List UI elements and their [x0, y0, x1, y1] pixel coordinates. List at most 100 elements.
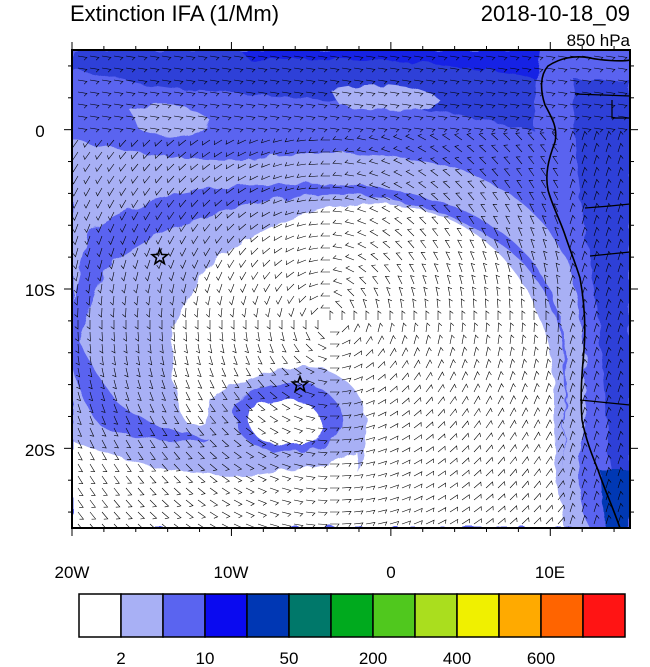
wind-barb — [196, 355, 201, 366]
wind-barb — [413, 495, 423, 501]
wind-barb — [72, 211, 79, 221]
wind-barb — [197, 451, 206, 460]
wind-barb — [84, 223, 91, 234]
wind-barb — [161, 451, 169, 460]
wind-barb — [401, 410, 410, 417]
wind-barb — [377, 310, 382, 320]
wind-barb — [341, 390, 352, 395]
wind-barb — [242, 320, 247, 330]
wind-barb — [332, 148, 343, 153]
wind-barb — [269, 523, 280, 528]
wind-barb — [221, 463, 230, 471]
wind-barb — [193, 295, 199, 306]
wind-barb — [275, 283, 283, 292]
wind-barb — [506, 251, 512, 261]
wind-barb — [437, 507, 447, 513]
wind-barb — [221, 487, 231, 495]
wind-barb — [545, 370, 552, 381]
wind-barb — [161, 523, 168, 528]
wind-barb — [257, 91, 268, 97]
wind-barb — [389, 372, 398, 381]
wind-barb — [84, 211, 91, 221]
wind-barb — [617, 442, 624, 453]
wind-barb — [520, 286, 525, 297]
wind-barb — [617, 370, 624, 381]
wind-barb — [185, 499, 194, 507]
wind-barb — [569, 250, 576, 261]
wind-barb — [437, 445, 446, 453]
wind-barb — [368, 194, 379, 201]
wind-barb — [156, 271, 163, 282]
wind-barb — [469, 251, 475, 261]
wind-barb — [76, 379, 81, 390]
wind-barb — [190, 151, 199, 159]
wind-barb — [605, 454, 612, 465]
wind-barb — [149, 499, 158, 508]
wind-barb — [73, 283, 79, 294]
wind-barb — [413, 396, 422, 405]
wind-barb — [377, 373, 386, 381]
wind-barb — [245, 127, 256, 133]
wind-barb — [545, 394, 552, 405]
wind-barb — [233, 55, 244, 61]
wind-barb — [401, 397, 410, 405]
wind-barb — [101, 427, 107, 437]
wind-barb — [593, 442, 600, 453]
wind-barb — [479, 180, 487, 189]
wind-barb — [206, 320, 211, 330]
wind-barb — [413, 67, 424, 73]
wind-barb — [113, 67, 124, 73]
wind-barb — [617, 262, 624, 273]
wind-barb — [296, 161, 307, 166]
wind-barb — [531, 274, 537, 285]
wind-barb — [272, 162, 283, 168]
wind-barb — [257, 79, 268, 85]
wind-barb — [569, 166, 576, 177]
wind-barb — [125, 523, 131, 528]
wind-barb — [424, 298, 429, 309]
wind-barb — [413, 520, 423, 525]
wind-barb — [245, 379, 252, 388]
wind-barb — [308, 233, 319, 238]
wind-barb — [221, 67, 232, 73]
wind-barb — [455, 192, 463, 201]
wind-barb — [154, 163, 163, 172]
wind-barb — [449, 310, 454, 320]
wind-barb — [533, 492, 542, 501]
wind-barb — [308, 209, 319, 214]
wind-barb — [569, 418, 576, 429]
wind-barb — [485, 481, 494, 489]
wind-barb — [330, 523, 340, 528]
wind-barb — [473, 371, 480, 381]
wind-barb — [99, 355, 104, 366]
wind-barb — [389, 521, 400, 526]
wind-barb — [437, 470, 446, 477]
wind-barb — [356, 218, 367, 225]
wind-barb — [101, 127, 112, 133]
wind-barb — [554, 238, 560, 249]
wind-barb — [521, 504, 530, 513]
wind-barb — [89, 115, 100, 121]
wind-barb — [308, 197, 319, 202]
wind-barb — [158, 320, 163, 330]
wind-barb — [461, 115, 472, 121]
wind-barb — [317, 67, 328, 73]
wind-barb — [204, 271, 211, 282]
wind-barb — [86, 331, 91, 342]
wind-barb — [509, 456, 517, 465]
wind-barb — [76, 391, 81, 402]
wind-barb — [569, 394, 576, 405]
wind-barb — [394, 240, 403, 249]
wind-barb — [145, 283, 151, 294]
wind-barb — [437, 396, 445, 405]
wind-barb — [264, 295, 271, 306]
wind-barb — [341, 402, 352, 407]
wind-barb — [132, 259, 139, 270]
wind-barb — [541, 191, 547, 201]
wind-barb — [466, 168, 475, 177]
wind-barb — [617, 226, 624, 237]
wind-barb — [215, 235, 223, 244]
wind-barb — [449, 383, 457, 393]
wind-barb — [405, 157, 415, 165]
wind-barb — [221, 415, 229, 424]
